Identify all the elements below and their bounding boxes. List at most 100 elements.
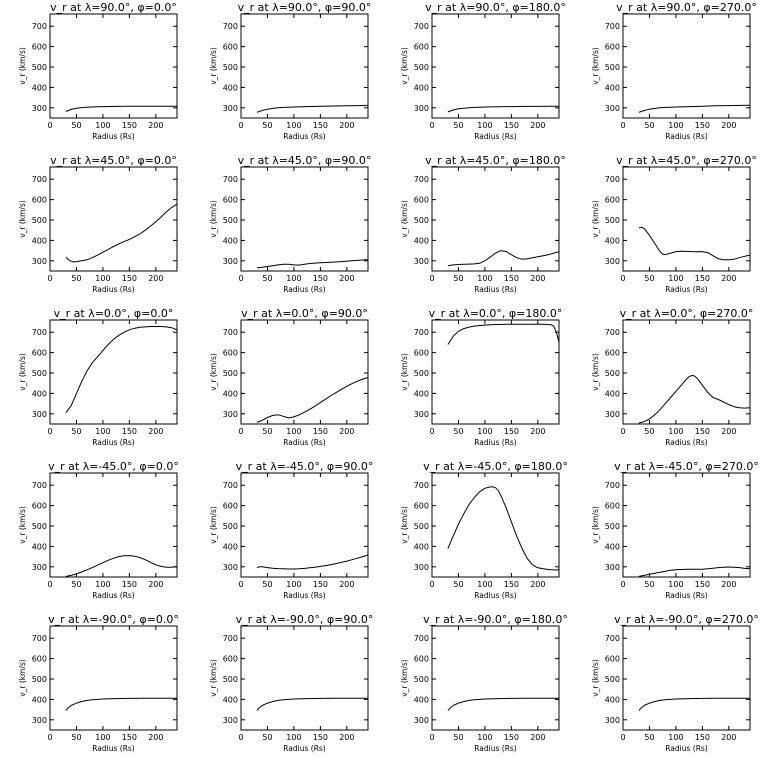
y-axis-label: v_r (km/s) xyxy=(18,506,27,544)
y-tick-label: 400 xyxy=(223,83,238,92)
x-axis-label: Radius (Rs) xyxy=(474,132,517,141)
x-tick-label: 200 xyxy=(339,274,354,283)
plot-frame xyxy=(49,625,178,731)
x-tick-label: 100 xyxy=(286,121,301,130)
y-tick-label: 600 xyxy=(223,655,238,664)
x-tick-label: 50 xyxy=(262,580,272,589)
x-tick-label: 0 xyxy=(429,580,434,589)
y-tick-label: 600 xyxy=(32,349,47,358)
chart-title: v_r at λ=0.0°, φ=180.0° xyxy=(429,307,563,320)
y-tick-label: 700 xyxy=(223,175,238,184)
chart-title: v_r at λ=-45.0°, φ=180.0° xyxy=(423,460,568,473)
x-tick-label: 50 xyxy=(71,274,81,283)
x-tick-label: 50 xyxy=(453,733,463,742)
y-tick-label: 300 xyxy=(32,410,47,419)
y-axis-label: v_r (km/s) xyxy=(209,200,218,238)
y-axis-label: v_r (km/s) xyxy=(591,200,600,238)
x-tick-label: 200 xyxy=(339,580,354,589)
y-axis-label: v_r (km/s) xyxy=(591,47,600,85)
x-axis-label: Radius (Rs) xyxy=(283,285,326,294)
y-tick-label: 600 xyxy=(605,655,620,664)
x-tick-label: 100 xyxy=(95,733,110,742)
x-axis-label: Radius (Rs) xyxy=(92,744,135,753)
chart-panel: v_r at λ=0.0°, φ=0.0° 0 50 100 150 200 300 400 5… xyxy=(18,307,178,447)
y-tick-label: 700 xyxy=(414,22,429,31)
x-tick-label: 150 xyxy=(313,274,328,283)
x-tick-label: 50 xyxy=(262,733,272,742)
y-tick-label: 600 xyxy=(223,196,238,205)
x-tick-label: 200 xyxy=(148,274,163,283)
chart-panel: v_r at λ=45.0°, φ=270.0° 0 50 100 150 200 300 4… xyxy=(591,154,757,294)
chart-panel: v_r at λ=90.0°, φ=270.0° 0 50 100 150 200 300 4… xyxy=(591,1,757,141)
y-tick-label: 300 xyxy=(32,716,47,725)
x-tick-label: 100 xyxy=(286,274,301,283)
x-tick-label: 0 xyxy=(238,733,243,742)
x-axis-label: Radius (Rs) xyxy=(92,591,135,600)
x-tick-label: 200 xyxy=(721,274,736,283)
x-tick-label: 0 xyxy=(47,274,52,283)
y-tick-label: 300 xyxy=(32,257,47,266)
y-tick-label: 300 xyxy=(32,104,47,113)
y-axis-label: v_r (km/s) xyxy=(209,506,218,544)
y-tick-label: 600 xyxy=(223,349,238,358)
y-tick-label: 300 xyxy=(223,104,238,113)
x-tick-label: 50 xyxy=(262,274,272,283)
x-tick-label: 50 xyxy=(71,580,81,589)
y-tick-label: 700 xyxy=(32,481,47,490)
y-tick-label: 700 xyxy=(223,481,238,490)
plot-frame xyxy=(240,319,369,425)
x-axis-label: Radius (Rs) xyxy=(283,744,326,753)
y-axis-label: v_r (km/s) xyxy=(591,353,600,391)
x-tick-label: 0 xyxy=(429,274,434,283)
y-tick-label: 300 xyxy=(223,563,238,572)
x-tick-label: 150 xyxy=(695,733,710,742)
y-tick-label: 500 xyxy=(605,369,620,378)
x-tick-label: 100 xyxy=(668,121,683,130)
x-tick-label: 150 xyxy=(695,121,710,130)
x-tick-label: 100 xyxy=(286,427,301,436)
y-tick-label: 400 xyxy=(605,695,620,704)
y-tick-label: 300 xyxy=(605,563,620,572)
y-tick-label: 600 xyxy=(32,196,47,205)
y-tick-label: 400 xyxy=(414,695,429,704)
y-axis-label: v_r (km/s) xyxy=(18,47,27,85)
x-tick-label: 50 xyxy=(262,121,272,130)
x-tick-label: 200 xyxy=(721,733,736,742)
x-tick-label: 50 xyxy=(644,733,654,742)
y-axis-label: v_r (km/s) xyxy=(591,659,600,697)
x-axis-label: Radius (Rs) xyxy=(474,591,517,600)
y-tick-label: 400 xyxy=(605,389,620,398)
x-tick-label: 100 xyxy=(477,121,492,130)
y-tick-label: 700 xyxy=(605,634,620,643)
y-tick-label: 700 xyxy=(414,175,429,184)
chart-title: v_r at λ=-90.0°, φ=90.0° xyxy=(236,613,374,626)
x-tick-label: 50 xyxy=(644,274,654,283)
y-tick-label: 300 xyxy=(223,257,238,266)
chart-title: v_r at λ=-45.0°, φ=270.0° xyxy=(614,460,759,473)
x-tick-label: 0 xyxy=(238,274,243,283)
y-axis-label: v_r (km/s) xyxy=(400,659,409,697)
series-line xyxy=(256,554,369,570)
y-tick-label: 500 xyxy=(414,675,429,684)
y-tick-label: 500 xyxy=(223,369,238,378)
x-tick-label: 0 xyxy=(47,427,52,436)
y-tick-label: 500 xyxy=(414,522,429,531)
y-tick-label: 600 xyxy=(414,349,429,358)
y-tick-label: 500 xyxy=(605,216,620,225)
x-tick-label: 50 xyxy=(453,121,463,130)
chart-title: v_r at λ=45.0°, φ=90.0° xyxy=(238,154,372,167)
x-tick-label: 50 xyxy=(453,274,463,283)
x-axis-label: Radius (Rs) xyxy=(474,438,517,447)
x-tick-label: 50 xyxy=(262,427,272,436)
chart-title: v_r at λ=45.0°, φ=180.0° xyxy=(425,154,566,167)
plot-frame xyxy=(622,625,751,731)
y-tick-label: 600 xyxy=(414,502,429,511)
y-tick-label: 500 xyxy=(32,369,47,378)
y-tick-label: 300 xyxy=(605,257,620,266)
y-axis-label: v_r (km/s) xyxy=(591,506,600,544)
x-tick-label: 0 xyxy=(47,121,52,130)
x-tick-label: 0 xyxy=(238,427,243,436)
y-tick-label: 400 xyxy=(32,542,47,551)
y-tick-label: 500 xyxy=(223,675,238,684)
y-tick-label: 400 xyxy=(32,236,47,245)
